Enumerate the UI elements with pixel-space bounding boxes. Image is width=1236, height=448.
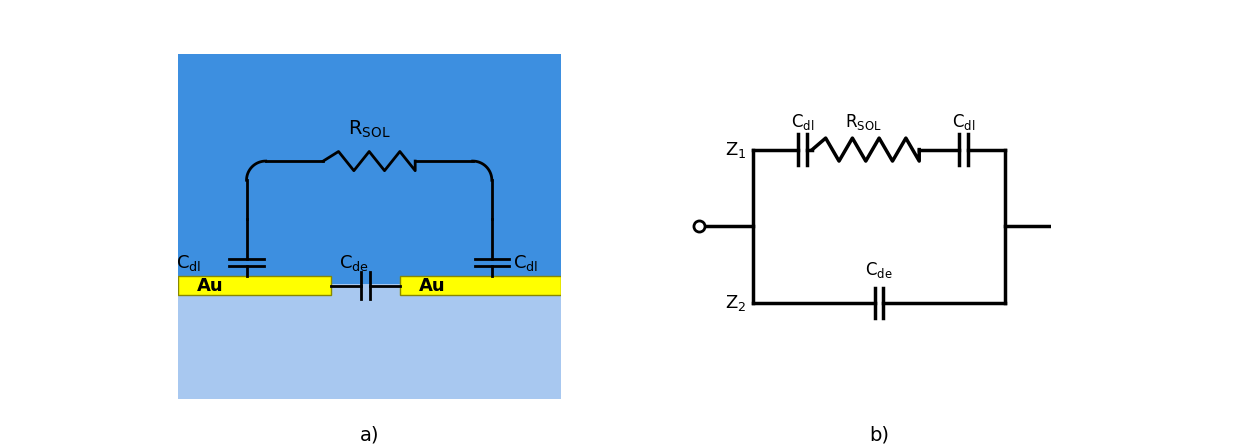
Bar	[178, 54, 561, 284]
Text: Z$_1$: Z$_1$	[726, 140, 747, 159]
Text: C$_{\mathregular{dl}}$: C$_{\mathregular{dl}}$	[952, 112, 975, 132]
Text: R$_{\mathregular{SOL}}$: R$_{\mathregular{SOL}}$	[347, 119, 391, 140]
Text: C$_{\mathregular{de}}$: C$_{\mathregular{de}}$	[865, 260, 892, 280]
Text: Z$_2$: Z$_2$	[726, 293, 747, 313]
Bar	[178, 276, 331, 295]
Text: Au: Au	[419, 277, 446, 295]
Text: Au: Au	[197, 277, 224, 295]
Text: C$_{\mathregular{dl}}$: C$_{\mathregular{dl}}$	[791, 112, 815, 132]
Bar	[178, 284, 561, 399]
Bar	[400, 276, 561, 295]
Text: R$_{\mathregular{SOL}}$: R$_{\mathregular{SOL}}$	[845, 112, 883, 132]
Text: C$_{\mathregular{de}}$: C$_{\mathregular{de}}$	[339, 253, 368, 273]
Text: b): b)	[869, 426, 889, 444]
Text: C$_{\mathregular{dl}}$: C$_{\mathregular{dl}}$	[176, 253, 200, 273]
Text: a): a)	[360, 426, 379, 444]
Text: C$_{\mathregular{dl}}$: C$_{\mathregular{dl}}$	[513, 253, 538, 273]
